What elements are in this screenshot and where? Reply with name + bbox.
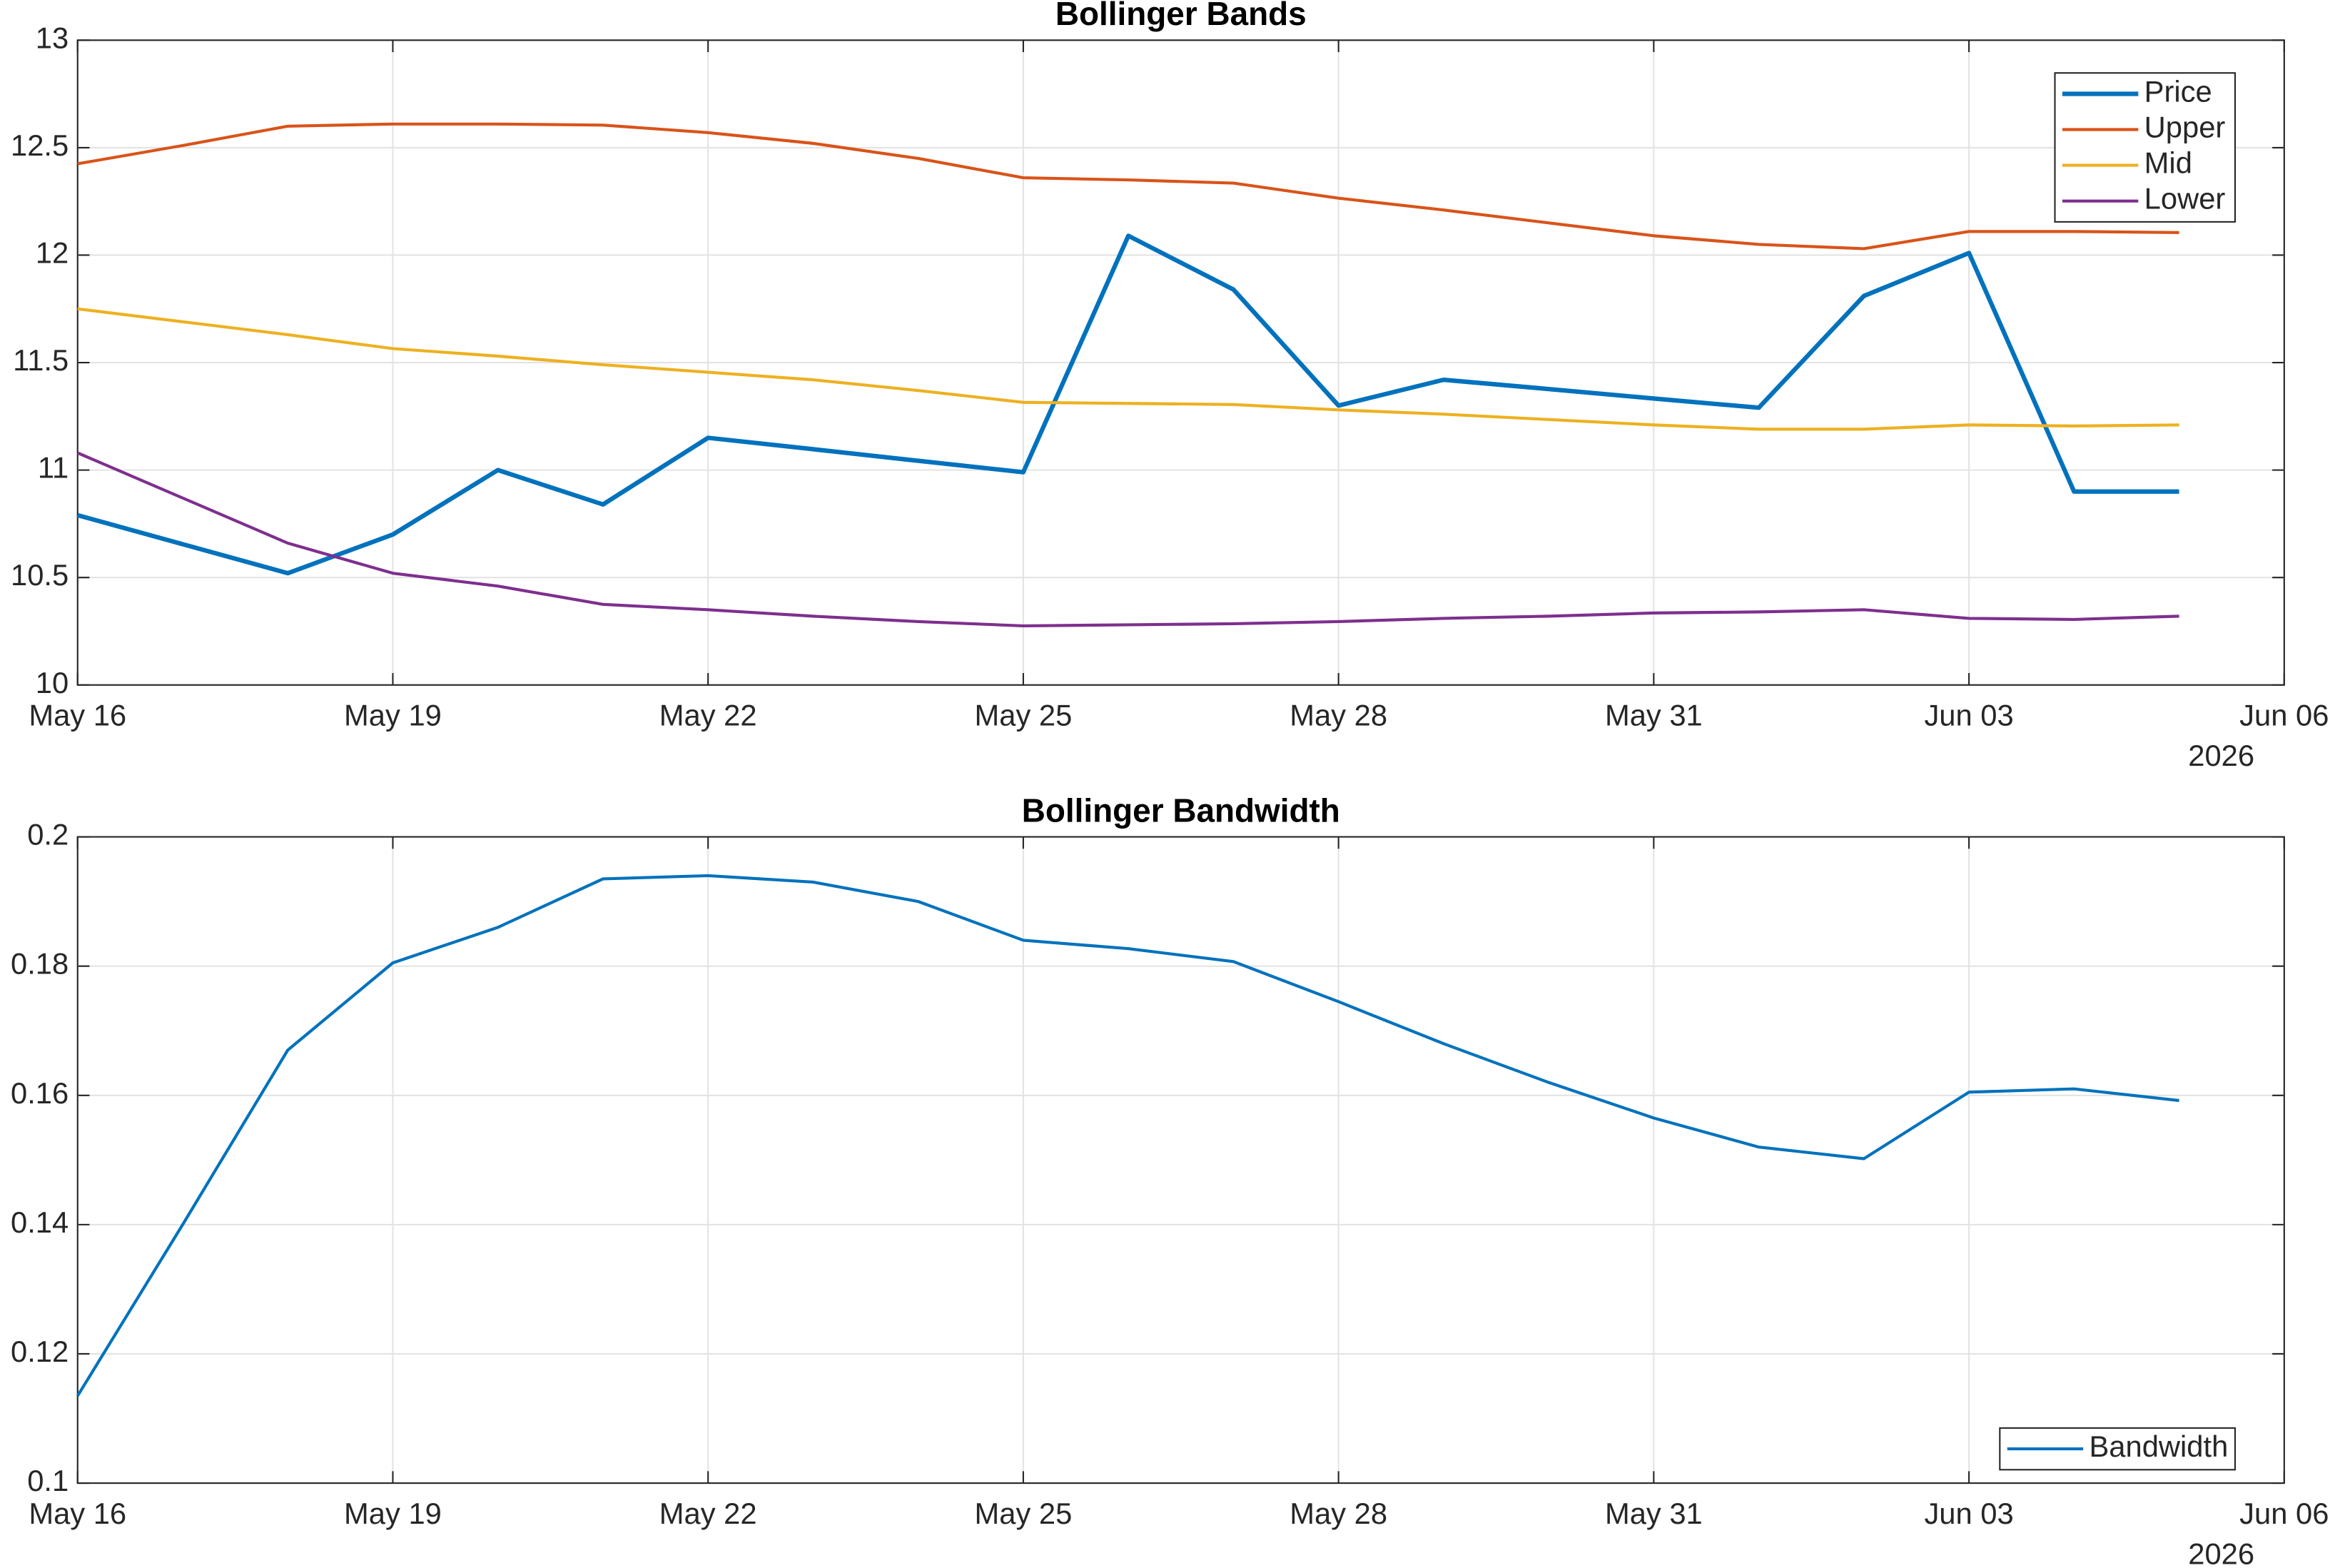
- series-line: [76, 874, 2179, 1397]
- y-tick-label: 13: [36, 21, 69, 54]
- axes: 0.1 0.12 0.14 0.16 0.18 0.2 May 16 May 19 May 22…: [11, 791, 2329, 1568]
- x-tick-label: Jun 06: [2239, 1497, 2329, 1530]
- x-tick-label: May 19: [344, 699, 442, 732]
- axes: 10 10.5 11 11.5 12 12.5 13 May 16 May 19 May 22 Ma…: [11, 0, 2329, 772]
- x-tick-label: Jun 06: [2239, 699, 2329, 732]
- x-year-label: 2026: [2188, 739, 2254, 772]
- legend-label: Bandwidth: [2089, 1430, 2228, 1463]
- series-line: [77, 307, 2179, 431]
- x-tick-label: May 22: [659, 699, 757, 732]
- y-tick-label: 0.14: [11, 1205, 69, 1239]
- y-tick-label: 0.2: [27, 818, 69, 851]
- legend-label: Price: [2144, 74, 2212, 108]
- plot-area: [77, 836, 2284, 1484]
- y-tick-label: 11: [38, 451, 69, 485]
- y-tick-label: 12.5: [11, 128, 69, 162]
- legend-box: [2054, 72, 2237, 223]
- x-tick-label: May 16: [29, 699, 126, 732]
- x-tick-label: Jun 03: [1924, 1497, 2013, 1530]
- x-tick-label: May 25: [975, 1497, 1073, 1530]
- x-tick-label: May 25: [975, 699, 1073, 732]
- x-tick-label: May 22: [659, 1497, 757, 1530]
- chart-title: Bollinger Bands: [1055, 0, 1307, 32]
- series-line: [76, 233, 2179, 576]
- y-tick-label: 10.5: [11, 558, 69, 592]
- axes-box: [76, 39, 2285, 686]
- chart-title: Bollinger Bandwidth: [1022, 791, 1340, 829]
- x-year-label: 2026: [2188, 1537, 2254, 1568]
- x-tick-label: May 28: [1290, 1497, 1387, 1530]
- x-tick-label: Jun 03: [1924, 699, 2013, 732]
- series-line: [77, 122, 2179, 251]
- axes-box: [76, 836, 2285, 1484]
- y-tick-label: 10: [36, 666, 69, 699]
- x-tick-label: May 31: [1605, 699, 1703, 732]
- x-tick-label: May 19: [344, 1497, 442, 1530]
- legend-label: Lower: [2144, 182, 2226, 216]
- x-tick-label: May 31: [1605, 1497, 1703, 1530]
- y-tick-label: 0.12: [11, 1335, 69, 1368]
- y-tick-label: 0.1: [27, 1464, 69, 1497]
- y-tick-label: 0.18: [11, 947, 69, 981]
- x-tick-label: May 28: [1290, 699, 1387, 732]
- y-tick-label: 12: [36, 236, 69, 269]
- x-tick-label: May 16: [29, 1497, 126, 1530]
- y-tick-label: 11.5: [13, 343, 69, 377]
- series-line: [76, 451, 2179, 628]
- legend-label: Mid: [2144, 146, 2192, 180]
- legend-label: Upper: [2144, 111, 2226, 144]
- y-tick-label: 0.16: [11, 1076, 69, 1110]
